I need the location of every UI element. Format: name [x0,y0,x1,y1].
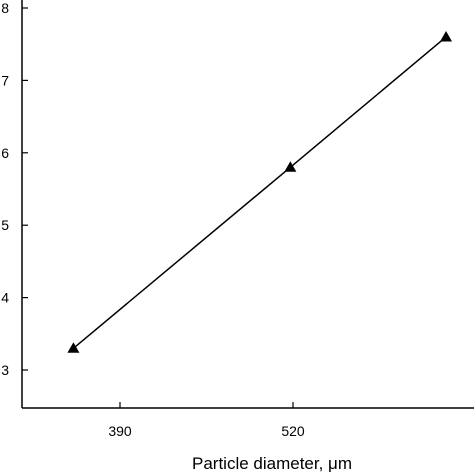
y-ticks: 3 4 5 6 7 8 [1,0,28,378]
plot-area [67,30,453,353]
data-point-2 [440,30,453,42]
y-tick-label-7: 7 [1,72,9,88]
data-point-0 [67,342,80,353]
x-tick-label-390: 390 [108,423,132,439]
y-tick-label-6: 6 [1,145,9,161]
x-axis-label: Particle diameter, μm [192,454,352,473]
y-tick-label-8: 8 [1,0,9,16]
x-tick-label-520: 520 [281,423,305,439]
y-tick-label-3: 3 [1,362,9,378]
data-point-1 [284,161,297,172]
y-tick-label-4: 4 [1,290,9,306]
axes [21,0,474,409]
x-ticks: 390 520 [108,402,305,439]
y-tick-label-5: 5 [1,217,9,233]
series-line [72,36,447,349]
